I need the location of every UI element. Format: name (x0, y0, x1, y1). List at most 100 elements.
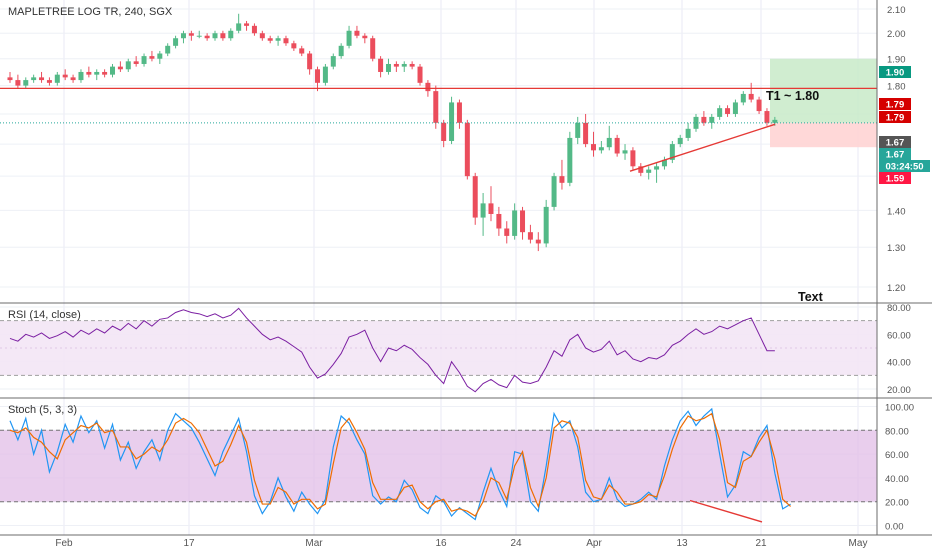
candle-body (165, 45, 171, 54)
candle-body (425, 82, 431, 92)
bands-layer (0, 320, 877, 503)
candle-body (677, 137, 683, 145)
candle-body (756, 99, 762, 112)
candle-body (125, 61, 131, 70)
time-tick-label: 21 (755, 538, 767, 549)
candle-body (228, 30, 234, 39)
candle-body (527, 232, 533, 240)
candle-body (157, 53, 163, 59)
stoch-title: Stoch (5, 3, 3) (8, 404, 77, 416)
position-zones (770, 58, 877, 148)
candle-body (512, 210, 518, 236)
candle-body (575, 122, 581, 138)
candle-body (717, 108, 723, 117)
candle-body (86, 71, 92, 75)
candle-body (709, 116, 715, 123)
candle-body (567, 137, 573, 183)
stoch-d-line (9, 412, 792, 517)
candle-body (449, 102, 455, 141)
candles-layer (7, 13, 778, 252)
candle-body (94, 71, 100, 75)
price-axis-badge-label: 1.67 (886, 138, 905, 149)
candle-body (748, 93, 754, 100)
candle-body (693, 116, 699, 129)
candle-body (464, 122, 470, 177)
price-tick-label: 1.90 (887, 55, 906, 66)
candle-body (685, 128, 691, 138)
candle-body (299, 48, 305, 54)
time-tick-label: 17 (183, 538, 195, 549)
price-tick-label: 1.80 (887, 82, 906, 93)
price-axis-badge (879, 136, 911, 148)
candle-body (220, 33, 226, 39)
candle-body (488, 203, 494, 214)
price-axis-badge-label: 1.59 (886, 174, 905, 185)
candle-body (646, 169, 652, 173)
candle-body (480, 203, 486, 218)
stoch-tick-label: 20.00 (885, 498, 909, 509)
drawings-layer (0, 87, 877, 523)
candle-body (535, 239, 541, 244)
price-axis-badge-label: 1.79 (886, 113, 905, 124)
candle-body (370, 38, 376, 59)
candle-body (409, 63, 415, 67)
candle-body (362, 35, 368, 39)
candle-body (764, 111, 770, 123)
stoch-k-line (9, 407, 791, 521)
candle-body (70, 77, 76, 81)
candle-body (117, 66, 123, 70)
candle-body (378, 58, 384, 72)
candle-body (472, 176, 478, 218)
trendline (629, 123, 776, 172)
candle-body (338, 45, 344, 57)
candle-body (46, 80, 52, 83)
candle-body (62, 74, 68, 78)
candle-body (7, 77, 13, 81)
text-label: Text (798, 290, 824, 304)
rsi-line (9, 307, 775, 393)
rsi-tick-label: 40.00 (887, 358, 911, 369)
candle-body (180, 33, 186, 39)
candle-body (520, 210, 526, 233)
stoch-tick-label: 0.00 (885, 522, 904, 533)
price-axis-badge (879, 172, 911, 184)
price-tick-label: 1.40 (887, 206, 906, 217)
candle-body (23, 80, 29, 86)
candle-body (417, 66, 423, 83)
candle-body (149, 56, 155, 59)
rsi-tick-label: 60.00 (887, 330, 911, 341)
candle-body (598, 147, 604, 151)
price-axis-badge-label: 1.79 (886, 100, 905, 111)
candle-body (330, 56, 336, 67)
candle-body (275, 38, 281, 41)
price-axis-badge-label: 1.67 (886, 150, 905, 161)
stoch-tick-label: 100.00 (885, 403, 914, 414)
rsi-title: RSI (14, close) (8, 309, 81, 321)
candle-body (701, 116, 707, 123)
candle-body (291, 43, 297, 49)
candle-body (283, 38, 289, 44)
indicator-lines (9, 307, 792, 521)
candle-body (78, 71, 84, 81)
candle-body (543, 206, 549, 244)
price-axis-badge (879, 111, 911, 123)
price-tick-label: 2.00 (887, 29, 906, 40)
price-axis-badge-label: 03:24:50 (885, 162, 923, 173)
candle-body (251, 25, 257, 34)
price-axis-badge (879, 148, 911, 160)
candle-body (15, 80, 21, 86)
price-axis-badge-label: 1.90 (886, 68, 905, 79)
price-axis-badge (879, 98, 911, 110)
price-tick-label: 2.10 (887, 5, 906, 16)
rsi-tick-label: 20.00 (887, 385, 911, 396)
stoch-tick-label: 40.00 (885, 474, 909, 485)
candle-body (322, 66, 328, 83)
candle-body (401, 63, 407, 67)
candle-body (196, 35, 202, 37)
price-tick-label: 1.20 (887, 283, 906, 294)
candle-body (54, 74, 60, 83)
target-zone (770, 58, 877, 123)
candle-body (393, 63, 399, 67)
candle-body (346, 30, 352, 46)
candle-body (772, 119, 778, 123)
